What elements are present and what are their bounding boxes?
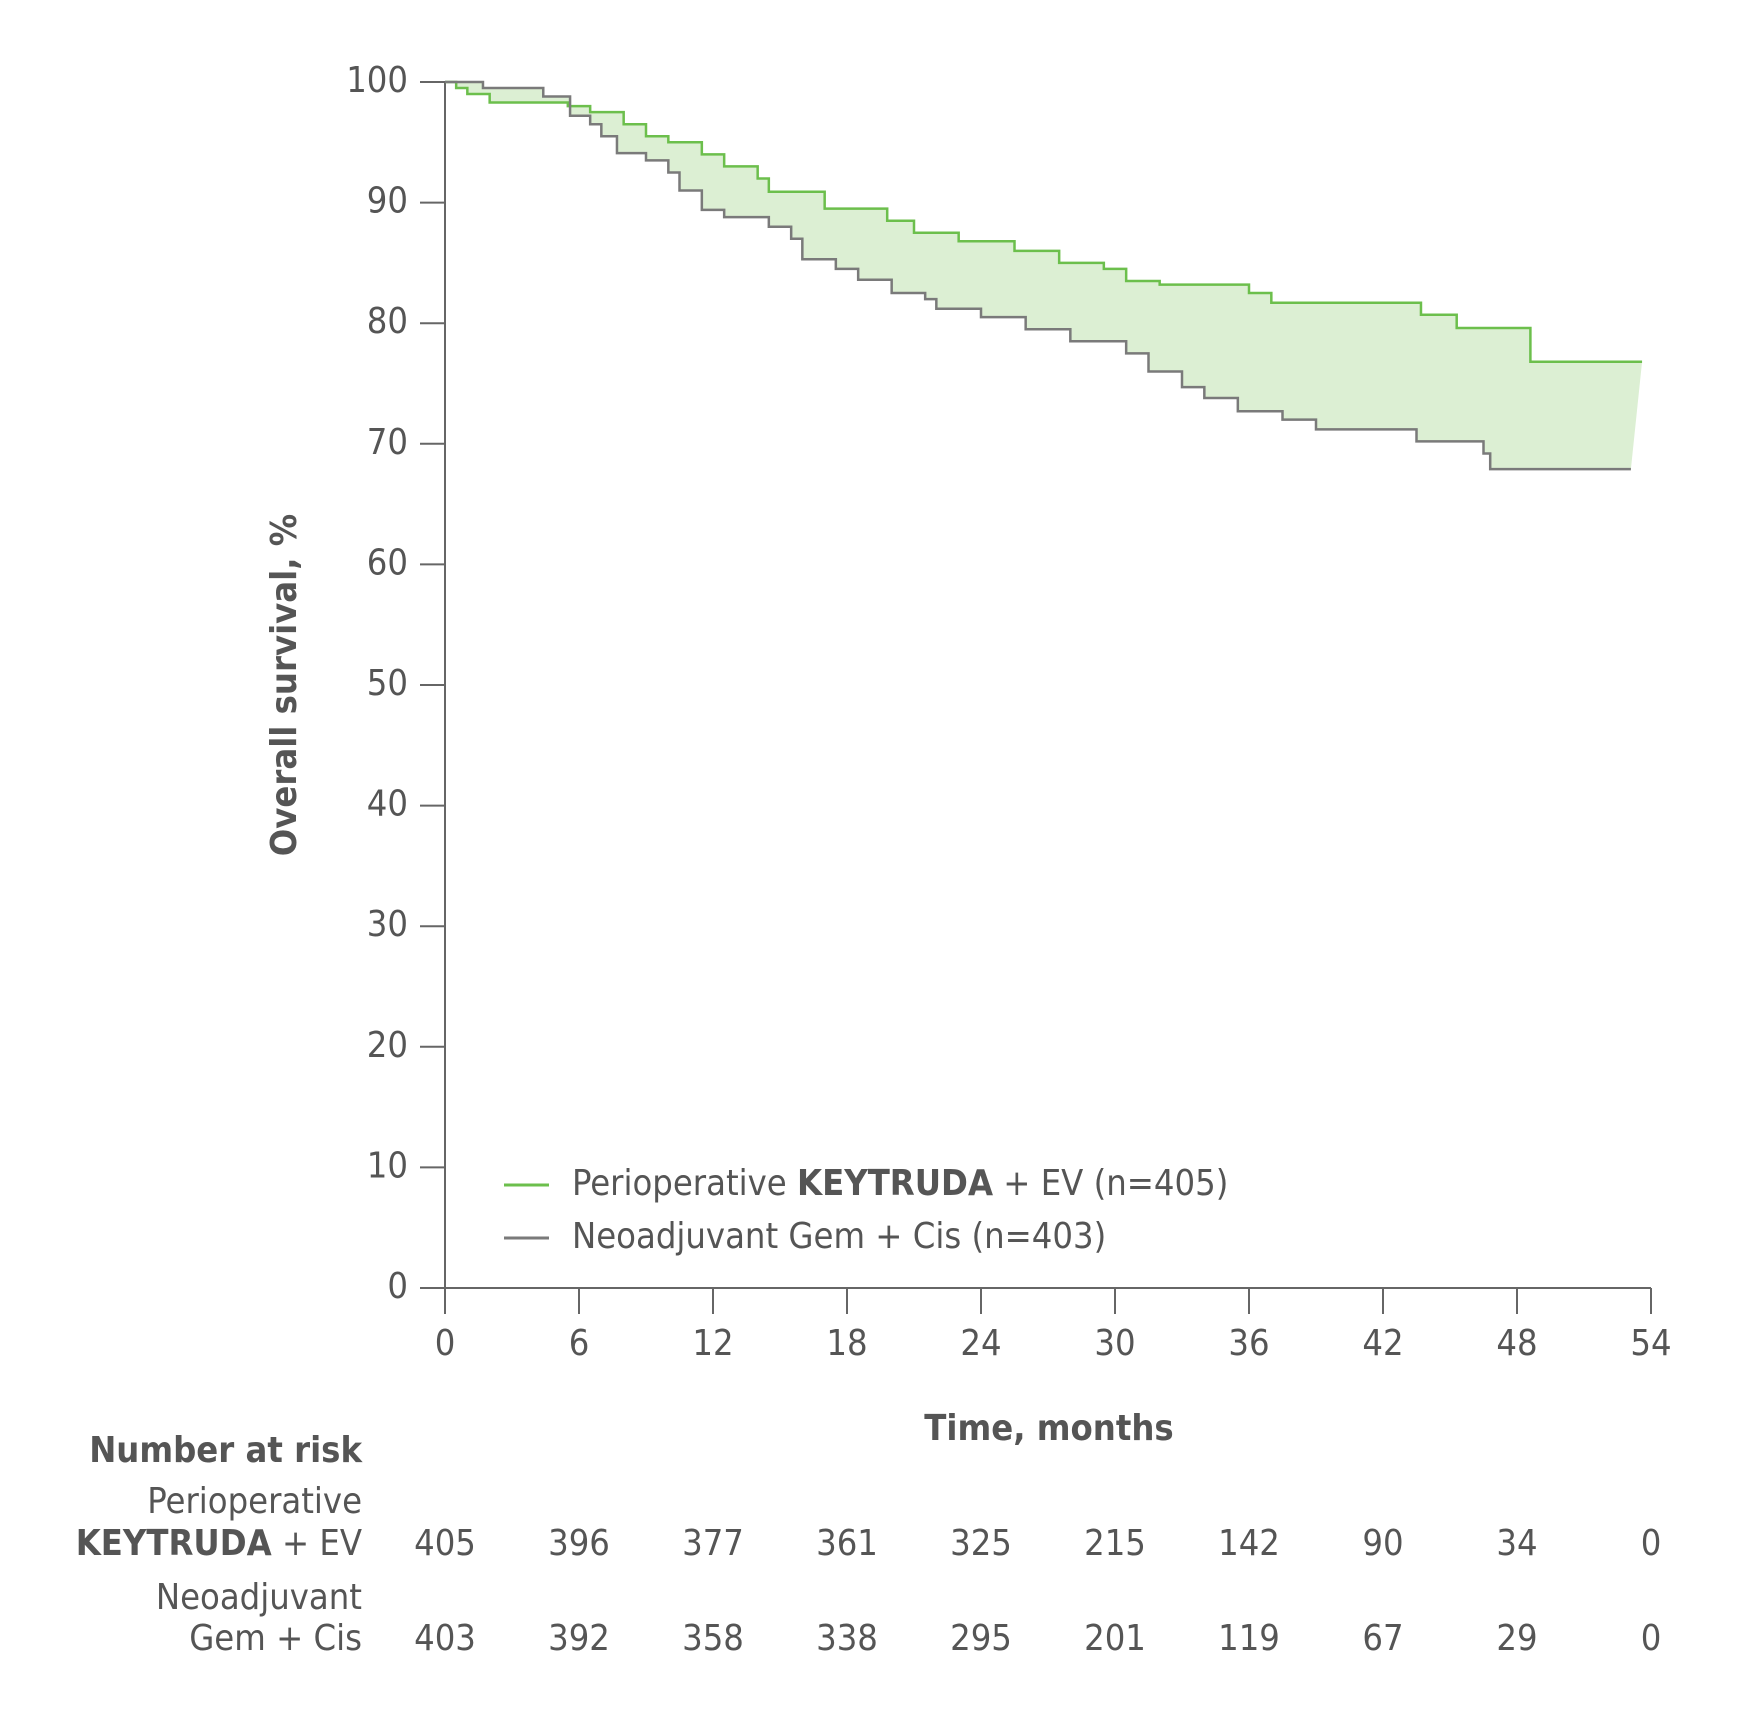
x-tick-label: 24: [960, 1323, 1001, 1364]
x-tick-label: 36: [1228, 1323, 1269, 1364]
legend-label: Neoadjuvant Gem + Cis (n=403): [572, 1216, 1106, 1257]
x-tick-label: 12: [692, 1323, 733, 1364]
risk-count: 392: [548, 1618, 610, 1659]
risk-row-label: Neoadjuvant: [156, 1577, 362, 1618]
risk-count: 325: [950, 1523, 1012, 1564]
risk-row-label: Gem + Cis: [189, 1618, 362, 1659]
x-tick-label: 30: [1094, 1323, 1135, 1364]
y-axis-title: Overall survival, %: [264, 514, 305, 857]
y-tick-label: 40: [367, 784, 408, 825]
risk-count: 34: [1496, 1523, 1537, 1564]
x-tick-label: 6: [569, 1323, 590, 1364]
risk-count: 338: [816, 1618, 878, 1659]
risk-count: 90: [1362, 1523, 1403, 1564]
risk-count: 0: [1641, 1523, 1662, 1564]
risk-count: 405: [414, 1523, 476, 1564]
risk-count: 361: [816, 1523, 878, 1564]
y-tick-label: 80: [367, 301, 408, 342]
risk-count: 142: [1218, 1523, 1280, 1564]
y-tick-label: 10: [367, 1145, 408, 1186]
risk-count: 403: [414, 1618, 476, 1659]
survival-curve: [445, 80, 1631, 471]
x-tick-label: 48: [1496, 1323, 1537, 1364]
y-tick-label: 70: [367, 422, 408, 463]
risk-count: 119: [1218, 1618, 1280, 1659]
risk-count: 215: [1084, 1523, 1146, 1564]
y-tick-label: 100: [346, 60, 408, 101]
x-axis-title: Time, months: [924, 1408, 1173, 1449]
y-tick-label: 50: [367, 663, 408, 704]
x-tick-label: 18: [826, 1323, 867, 1364]
difference-band: [445, 82, 1643, 470]
x-tick-label: 54: [1630, 1323, 1671, 1364]
risk-count: 201: [1084, 1618, 1146, 1659]
x-tick-label: 0: [435, 1323, 456, 1364]
risk-count: 0: [1641, 1618, 1662, 1659]
risk-count: 377: [682, 1523, 744, 1564]
risk-count: 396: [548, 1523, 610, 1564]
risk-table-title: Number at risk: [89, 1430, 363, 1471]
y-tick-label: 0: [387, 1266, 408, 1307]
x-tick-label: 42: [1362, 1323, 1403, 1364]
risk-count: 295: [950, 1618, 1012, 1659]
y-tick-label: 30: [367, 904, 408, 945]
risk-row-label: KEYTRUDA + EV: [76, 1523, 362, 1564]
y-tick-label: 60: [367, 542, 408, 583]
risk-count: 358: [682, 1618, 744, 1659]
risk-row-label: Perioperative: [147, 1481, 362, 1522]
risk-count: 67: [1362, 1618, 1403, 1659]
y-tick-label: 20: [367, 1025, 408, 1066]
y-tick-label: 90: [367, 181, 408, 222]
legend-label: Perioperative KEYTRUDA + EV (n=405): [572, 1163, 1228, 1204]
survival-curve: [445, 80, 1643, 364]
risk-count: 29: [1496, 1618, 1537, 1659]
